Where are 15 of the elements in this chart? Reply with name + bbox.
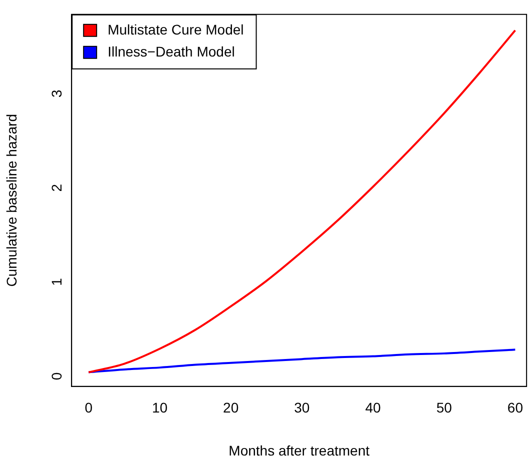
x-tick-label: 60 xyxy=(507,400,524,416)
x-tick-label: 0 xyxy=(84,400,93,416)
y-tick-label: 0 xyxy=(48,372,64,380)
y-tick-label: 1 xyxy=(48,278,64,286)
legend-label: Multistate Cure Model xyxy=(108,21,244,38)
x-tick-label: 20 xyxy=(223,400,239,416)
y-tick-label: 3 xyxy=(48,90,64,98)
y-tick-label: 2 xyxy=(48,184,64,192)
x-tick-label: 30 xyxy=(294,400,310,416)
y-axis-title: Cumulative baseline hazard xyxy=(3,114,20,287)
x-tick-label: 40 xyxy=(365,400,382,416)
x-tick-label: 50 xyxy=(436,400,452,416)
legend-label: Illness−Death Model xyxy=(108,43,235,60)
x-tick-label: 10 xyxy=(152,400,168,416)
x-axis-title: Months after treatment xyxy=(228,442,370,458)
